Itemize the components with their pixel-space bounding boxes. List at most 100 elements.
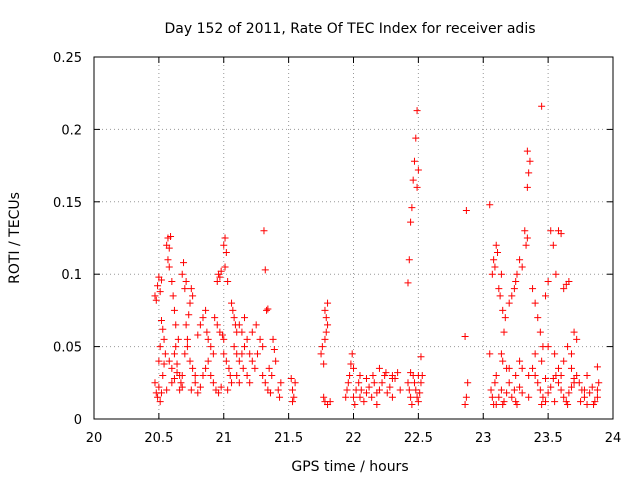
data-point	[544, 277, 552, 285]
data-point	[274, 386, 282, 394]
data-point	[156, 343, 164, 351]
data-point	[580, 393, 588, 401]
data-point	[350, 393, 357, 401]
data-point	[246, 350, 254, 358]
data-point	[228, 299, 236, 307]
data-point	[172, 321, 180, 329]
data-point	[169, 292, 177, 300]
data-point	[486, 350, 494, 358]
data-point	[189, 292, 197, 300]
data-point	[499, 306, 507, 314]
y-tick-label: 0.05	[53, 341, 82, 356]
data-point	[174, 335, 182, 343]
data-point	[159, 325, 167, 333]
y-tick-label: 0.15	[53, 196, 82, 211]
data-point	[222, 248, 230, 256]
data-points	[151, 102, 603, 409]
data-point	[516, 357, 524, 365]
data-point	[168, 379, 176, 387]
data-point	[461, 401, 469, 409]
data-point	[157, 276, 165, 284]
data-point	[488, 270, 496, 278]
data-point	[497, 350, 505, 358]
data-point	[382, 369, 390, 377]
data-point	[501, 314, 509, 322]
data-point	[417, 353, 425, 361]
data-point	[381, 372, 389, 380]
data-point	[224, 386, 232, 394]
data-point	[557, 230, 565, 238]
data-point	[235, 379, 243, 387]
data-point	[165, 357, 173, 365]
x-axis-label: GPS time / hours	[291, 459, 408, 475]
data-point	[265, 364, 273, 372]
data-point	[191, 379, 199, 387]
data-point	[177, 379, 185, 387]
data-point	[523, 234, 531, 242]
data-point	[413, 107, 421, 115]
data-point	[536, 386, 544, 394]
data-point	[542, 398, 550, 406]
data-point	[209, 379, 217, 387]
data-point	[356, 393, 364, 401]
data-point	[595, 379, 603, 387]
data-point	[462, 393, 470, 401]
data-point	[209, 350, 217, 358]
data-point	[182, 321, 190, 329]
data-point	[593, 393, 601, 401]
y-tick-label: 0.1	[61, 268, 82, 283]
data-point	[233, 372, 241, 380]
data-point	[491, 379, 499, 387]
data-point	[211, 314, 219, 322]
data-point	[260, 227, 268, 235]
data-point	[557, 386, 565, 394]
data-point	[495, 285, 503, 293]
data-point	[191, 372, 199, 380]
data-point	[253, 350, 261, 358]
data-point	[180, 259, 188, 267]
data-point	[243, 335, 251, 343]
data-point	[495, 393, 503, 401]
data-point	[512, 398, 520, 406]
data-point	[270, 345, 278, 353]
data-point	[252, 321, 260, 329]
data-point	[500, 328, 508, 336]
data-point	[510, 285, 518, 293]
data-point	[386, 383, 394, 391]
data-point	[461, 332, 469, 340]
data-point	[500, 398, 508, 406]
data-point	[547, 227, 555, 235]
data-point	[248, 357, 256, 365]
data-point	[383, 389, 391, 397]
data-point	[344, 379, 352, 387]
data-point	[404, 279, 412, 287]
data-point	[362, 389, 370, 397]
data-point	[157, 389, 165, 397]
data-point	[351, 401, 359, 409]
data-point	[221, 234, 229, 242]
data-point	[181, 285, 189, 293]
data-point	[357, 386, 365, 394]
data-point	[567, 364, 575, 372]
data-point	[513, 270, 521, 278]
data-point	[508, 393, 516, 401]
data-point	[173, 360, 181, 368]
data-point	[552, 270, 560, 278]
data-point	[516, 256, 524, 264]
data-point	[573, 335, 581, 343]
data-point	[408, 204, 416, 212]
data-point	[156, 288, 164, 296]
data-point	[414, 372, 422, 380]
data-point	[263, 306, 271, 314]
data-point	[213, 277, 221, 285]
data-point	[365, 383, 373, 391]
data-point	[407, 393, 415, 401]
data-point	[202, 364, 210, 372]
data-point	[189, 364, 197, 372]
data-point	[156, 398, 164, 406]
data-point	[549, 241, 557, 249]
data-point	[182, 277, 190, 285]
data-point	[203, 328, 211, 336]
data-point	[241, 314, 249, 322]
data-point	[230, 314, 238, 322]
